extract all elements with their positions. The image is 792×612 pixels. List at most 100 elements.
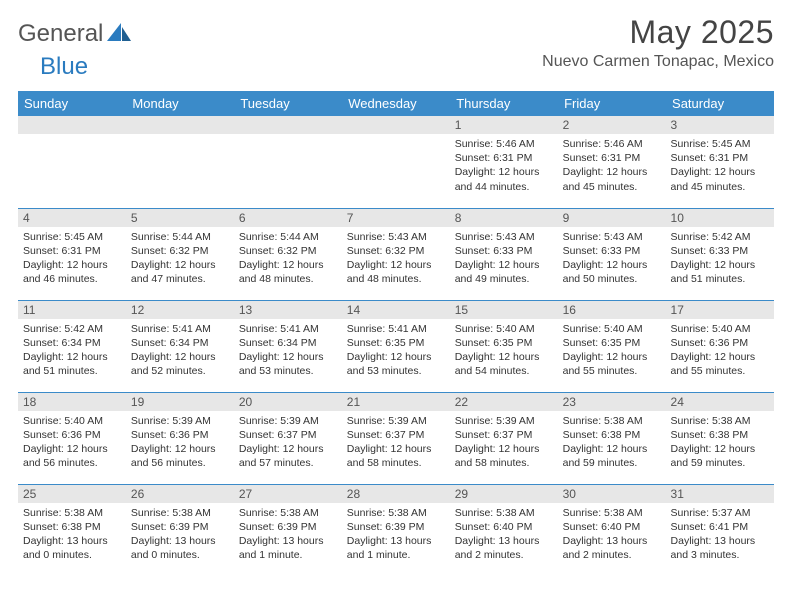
daylight-text: Daylight: 12 hours and 51 minutes.	[23, 350, 121, 378]
cell-body: Sunrise: 5:42 AMSunset: 6:34 PMDaylight:…	[18, 319, 126, 381]
sunrise-text: Sunrise: 5:43 AM	[347, 230, 445, 244]
daylight-text: Daylight: 12 hours and 51 minutes.	[671, 258, 769, 286]
daylight-text: Daylight: 13 hours and 0 minutes.	[131, 534, 229, 562]
sunrise-text: Sunrise: 5:42 AM	[671, 230, 769, 244]
sunset-text: Sunset: 6:31 PM	[23, 244, 121, 258]
sunset-text: Sunset: 6:33 PM	[563, 244, 661, 258]
sunrise-text: Sunrise: 5:39 AM	[347, 414, 445, 428]
cell-body: Sunrise: 5:45 AMSunset: 6:31 PMDaylight:…	[18, 227, 126, 289]
day-number: 8	[450, 209, 558, 227]
calendar-cell: 27Sunrise: 5:38 AMSunset: 6:39 PMDayligh…	[234, 484, 342, 576]
calendar-cell: 18Sunrise: 5:40 AMSunset: 6:36 PMDayligh…	[18, 392, 126, 484]
cell-body: Sunrise: 5:41 AMSunset: 6:34 PMDaylight:…	[234, 319, 342, 381]
calendar-cell: 25Sunrise: 5:38 AMSunset: 6:38 PMDayligh…	[18, 484, 126, 576]
cell-body: Sunrise: 5:43 AMSunset: 6:33 PMDaylight:…	[450, 227, 558, 289]
sunset-text: Sunset: 6:37 PM	[347, 428, 445, 442]
day-number: 7	[342, 209, 450, 227]
cell-body: Sunrise: 5:40 AMSunset: 6:35 PMDaylight:…	[558, 319, 666, 381]
sunset-text: Sunset: 6:38 PM	[563, 428, 661, 442]
sunset-text: Sunset: 6:37 PM	[455, 428, 553, 442]
day-header: Wednesday	[342, 91, 450, 116]
daylight-text: Daylight: 12 hours and 45 minutes.	[563, 165, 661, 193]
day-number: 18	[18, 393, 126, 411]
sunrise-text: Sunrise: 5:38 AM	[455, 506, 553, 520]
sunrise-text: Sunrise: 5:38 AM	[563, 414, 661, 428]
cell-body: Sunrise: 5:37 AMSunset: 6:41 PMDaylight:…	[666, 503, 774, 565]
cell-body: Sunrise: 5:46 AMSunset: 6:31 PMDaylight:…	[558, 134, 666, 196]
calendar-cell: 15Sunrise: 5:40 AMSunset: 6:35 PMDayligh…	[450, 300, 558, 392]
calendar-cell: 21Sunrise: 5:39 AMSunset: 6:37 PMDayligh…	[342, 392, 450, 484]
sunrise-text: Sunrise: 5:44 AM	[239, 230, 337, 244]
brand-part2: Blue	[40, 53, 88, 81]
calendar-cell	[342, 116, 450, 208]
calendar-cell: 30Sunrise: 5:38 AMSunset: 6:40 PMDayligh…	[558, 484, 666, 576]
daylight-text: Daylight: 12 hours and 46 minutes.	[23, 258, 121, 286]
day-number	[126, 116, 234, 134]
sunset-text: Sunset: 6:31 PM	[455, 151, 553, 165]
calendar-cell: 29Sunrise: 5:38 AMSunset: 6:40 PMDayligh…	[450, 484, 558, 576]
calendar-cell: 2Sunrise: 5:46 AMSunset: 6:31 PMDaylight…	[558, 116, 666, 208]
sunset-text: Sunset: 6:32 PM	[239, 244, 337, 258]
day-number: 21	[342, 393, 450, 411]
brand-logo: General	[18, 20, 135, 48]
calendar-row: 18Sunrise: 5:40 AMSunset: 6:36 PMDayligh…	[18, 392, 774, 484]
calendar-cell: 22Sunrise: 5:39 AMSunset: 6:37 PMDayligh…	[450, 392, 558, 484]
sunrise-text: Sunrise: 5:44 AM	[131, 230, 229, 244]
day-number: 5	[126, 209, 234, 227]
day-number: 13	[234, 301, 342, 319]
sunrise-text: Sunrise: 5:40 AM	[455, 322, 553, 336]
day-number: 17	[666, 301, 774, 319]
cell-body: Sunrise: 5:38 AMSunset: 6:39 PMDaylight:…	[234, 503, 342, 565]
day-number: 27	[234, 485, 342, 503]
cell-body: Sunrise: 5:39 AMSunset: 6:37 PMDaylight:…	[342, 411, 450, 473]
day-header: Saturday	[666, 91, 774, 116]
calendar-table: Sunday Monday Tuesday Wednesday Thursday…	[18, 91, 774, 576]
day-number: 9	[558, 209, 666, 227]
day-number: 15	[450, 301, 558, 319]
daylight-text: Daylight: 12 hours and 59 minutes.	[671, 442, 769, 470]
cell-body: Sunrise: 5:45 AMSunset: 6:31 PMDaylight:…	[666, 134, 774, 196]
sunrise-text: Sunrise: 5:38 AM	[347, 506, 445, 520]
daylight-text: Daylight: 12 hours and 48 minutes.	[347, 258, 445, 286]
calendar-cell: 28Sunrise: 5:38 AMSunset: 6:39 PMDayligh…	[342, 484, 450, 576]
daylight-text: Daylight: 13 hours and 1 minute.	[239, 534, 337, 562]
daylight-text: Daylight: 12 hours and 57 minutes.	[239, 442, 337, 470]
cell-body: Sunrise: 5:40 AMSunset: 6:36 PMDaylight:…	[666, 319, 774, 381]
sunset-text: Sunset: 6:39 PM	[239, 520, 337, 534]
sunset-text: Sunset: 6:35 PM	[563, 336, 661, 350]
calendar-cell: 26Sunrise: 5:38 AMSunset: 6:39 PMDayligh…	[126, 484, 234, 576]
calendar-cell: 6Sunrise: 5:44 AMSunset: 6:32 PMDaylight…	[234, 208, 342, 300]
calendar-cell: 3Sunrise: 5:45 AMSunset: 6:31 PMDaylight…	[666, 116, 774, 208]
sunrise-text: Sunrise: 5:38 AM	[671, 414, 769, 428]
daylight-text: Daylight: 12 hours and 45 minutes.	[671, 165, 769, 193]
sunset-text: Sunset: 6:36 PM	[131, 428, 229, 442]
sunrise-text: Sunrise: 5:38 AM	[563, 506, 661, 520]
day-number: 19	[126, 393, 234, 411]
sunset-text: Sunset: 6:37 PM	[239, 428, 337, 442]
cell-body: Sunrise: 5:38 AMSunset: 6:38 PMDaylight:…	[18, 503, 126, 565]
title-block: May 2025 Nuevo Carmen Tonapac, Mexico	[542, 14, 774, 71]
day-header: Thursday	[450, 91, 558, 116]
day-number: 30	[558, 485, 666, 503]
sunrise-text: Sunrise: 5:45 AM	[23, 230, 121, 244]
daylight-text: Daylight: 13 hours and 3 minutes.	[671, 534, 769, 562]
daylight-text: Daylight: 12 hours and 50 minutes.	[563, 258, 661, 286]
sunrise-text: Sunrise: 5:39 AM	[131, 414, 229, 428]
daylight-text: Daylight: 12 hours and 44 minutes.	[455, 165, 553, 193]
calendar-cell: 11Sunrise: 5:42 AMSunset: 6:34 PMDayligh…	[18, 300, 126, 392]
day-number: 24	[666, 393, 774, 411]
sunrise-text: Sunrise: 5:38 AM	[239, 506, 337, 520]
day-number: 28	[342, 485, 450, 503]
sunrise-text: Sunrise: 5:40 AM	[671, 322, 769, 336]
day-number: 26	[126, 485, 234, 503]
sunset-text: Sunset: 6:38 PM	[23, 520, 121, 534]
sunset-text: Sunset: 6:31 PM	[563, 151, 661, 165]
day-number: 11	[18, 301, 126, 319]
calendar-cell: 23Sunrise: 5:38 AMSunset: 6:38 PMDayligh…	[558, 392, 666, 484]
daylight-text: Daylight: 12 hours and 58 minutes.	[455, 442, 553, 470]
cell-body: Sunrise: 5:41 AMSunset: 6:34 PMDaylight:…	[126, 319, 234, 381]
calendar-cell: 17Sunrise: 5:40 AMSunset: 6:36 PMDayligh…	[666, 300, 774, 392]
sunset-text: Sunset: 6:36 PM	[23, 428, 121, 442]
sunset-text: Sunset: 6:34 PM	[23, 336, 121, 350]
brand-part1: General	[18, 20, 103, 48]
